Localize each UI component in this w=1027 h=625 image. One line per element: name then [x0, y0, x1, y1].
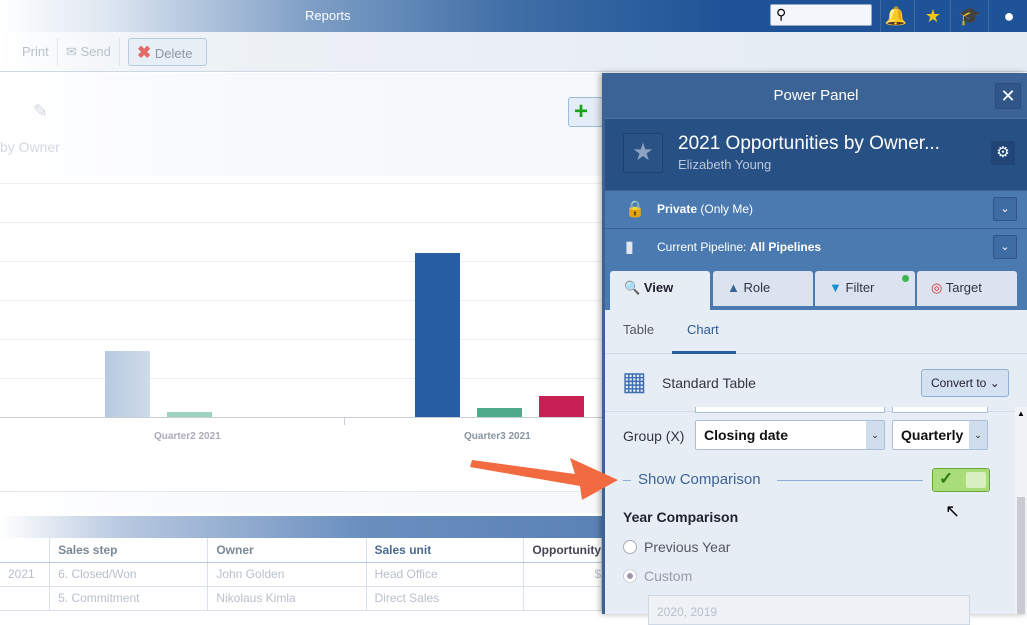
- tab-filter[interactable]: ▼ Filter: [815, 271, 915, 306]
- filter-active-dot: [902, 275, 909, 282]
- send-button[interactable]: ✉ Send: [58, 38, 120, 66]
- subtabs: Table Chart: [605, 310, 1027, 354]
- panel-tabs: 🔍 View ▲ Role ▼ Filter ◎ Target: [605, 266, 1027, 310]
- custom-years-select[interactable]: 2020, 2019: [648, 595, 970, 625]
- search-input[interactable]: ⚲: [770, 4, 872, 26]
- graduation-cap-icon[interactable]: 🎓: [958, 6, 982, 26]
- delete-icon: ✖: [137, 43, 152, 62]
- chevron-down-icon: ⌄: [969, 421, 987, 449]
- radio-previous-year-label: Previous Year: [644, 539, 731, 555]
- subtab-table[interactable]: Table: [623, 322, 655, 337]
- bell-icon[interactable]: 🔔: [884, 6, 908, 26]
- panel-scrollbar[interactable]: ▲: [1015, 407, 1027, 614]
- tab-view[interactable]: 🔍 View: [610, 271, 710, 310]
- group-field-select[interactable]: Closing date ⌄: [695, 420, 885, 450]
- gear-icon[interactable]: ⚙: [991, 141, 1015, 165]
- table-header-band: [0, 516, 602, 538]
- group-label: Group (X): [623, 428, 685, 444]
- checkmark-icon: ✓: [939, 469, 954, 488]
- filter-icon: ▼: [829, 280, 842, 295]
- chevron-down-icon[interactable]: ⌄: [993, 197, 1017, 221]
- tab-target[interactable]: ◎ Target: [917, 271, 1017, 306]
- delete-button[interactable]: ✖ Delete: [128, 38, 207, 66]
- star-icon[interactable]: ★: [924, 6, 942, 26]
- bar[interactable]: [539, 395, 584, 417]
- chevron-down-icon: ⌄: [866, 421, 884, 449]
- table-row[interactable]: 2021 6. Closed/Won John Golden Head Office $: [0, 562, 602, 587]
- panel-header: Power Panel ✕: [605, 73, 1027, 118]
- view-icon: 🔍: [624, 280, 641, 295]
- chart-type-label: Standard Table: [662, 375, 756, 391]
- radio-previous-year[interactable]: [623, 540, 637, 554]
- column-header[interactable]: Owner: [207, 538, 367, 563]
- gridline: [0, 378, 602, 379]
- x-tick-label: Quarter3 2021: [464, 431, 531, 442]
- group-period-select[interactable]: Quarterly ⌄: [892, 420, 988, 450]
- user-icon[interactable]: ●: [1003, 6, 1015, 26]
- gridline: [0, 300, 602, 301]
- role-icon: ▲: [727, 280, 740, 295]
- pipeline-row[interactable]: ▮ Current Pipeline: All Pipelines ⌄: [605, 228, 1027, 266]
- chart-type-row: ▦ Standard Table Convert to ⌄: [605, 354, 1027, 412]
- print-button[interactable]: Print: [0, 38, 58, 66]
- table-row[interactable]: 5. Commitment Nikolaus Kimla Direct Sales: [0, 586, 602, 611]
- privacy-row[interactable]: 🔒 Private (Only Me) ⌄: [605, 190, 1027, 228]
- close-button[interactable]: ✕: [995, 83, 1021, 109]
- plus-icon: +: [574, 98, 589, 125]
- x-tick-label: Quarter2 2021: [154, 431, 221, 442]
- bar[interactable]: [477, 408, 522, 417]
- close-icon: ✕: [1000, 86, 1016, 106]
- year-comparison-heading: Year Comparison: [623, 509, 739, 525]
- report-subtitle: by Owner: [0, 139, 60, 155]
- convert-to-button[interactable]: Convert to ⌄: [921, 369, 1009, 397]
- top-bar: Reports ⚲ 🔔 ★ 🎓 ●: [0, 0, 1027, 32]
- subtab-chart[interactable]: Chart: [687, 322, 719, 337]
- chevron-down-icon[interactable]: ⌄: [993, 235, 1017, 259]
- target-icon: ◎: [931, 280, 943, 295]
- report-title: 2021 Opportunities by Owner...: [678, 133, 940, 154]
- tab-role[interactable]: ▲ Role: [713, 271, 813, 306]
- bar[interactable]: [167, 411, 212, 417]
- column-header[interactable]: Sales step: [49, 538, 209, 563]
- gridline: [0, 222, 602, 223]
- gridline: [0, 339, 602, 340]
- column-header[interactable]: Sales unit: [366, 538, 525, 563]
- search-icon: ⚲: [776, 6, 787, 22]
- favorite-star-icon[interactable]: ★: [623, 133, 663, 173]
- bar[interactable]: [415, 253, 460, 417]
- show-comparison-toggle[interactable]: ✓: [932, 468, 990, 492]
- table-grid-icon: ▦: [622, 366, 647, 396]
- column-header[interactable]: Opportunity: [523, 538, 602, 563]
- edit-settings-icon[interactable]: ✎: [33, 101, 49, 121]
- bar[interactable]: [105, 350, 150, 417]
- toolbar: Print ✉ Send ✖ Delete: [0, 32, 1027, 72]
- data-table: Sales step Owner Sales unit Opportunity …: [0, 538, 602, 611]
- lock-icon: 🔒: [625, 201, 645, 218]
- radio-custom[interactable]: [623, 569, 637, 583]
- table-header-row: Sales step Owner Sales unit Opportunity: [0, 538, 602, 563]
- mouse-cursor-icon: ↖: [945, 501, 961, 521]
- show-comparison-label: Show Comparison: [638, 471, 761, 488]
- power-panel: Power Panel ✕ ★ 2021 Opportunities by Ow…: [602, 73, 1027, 625]
- pipeline-icon: ▮: [625, 239, 634, 256]
- report-owner: Elizabeth Young: [678, 157, 772, 172]
- panel-title: Power Panel: [773, 87, 859, 104]
- bar-chart: Quarter2 2021 Quarter3 2021: [0, 176, 602, 492]
- envelope-icon: ✉: [66, 44, 81, 59]
- radio-custom-label: Custom: [644, 568, 693, 584]
- app-title: Reports: [305, 8, 351, 23]
- gridline: [0, 183, 602, 184]
- annotation-arrow: [470, 458, 618, 500]
- gridline: [0, 261, 602, 262]
- report-info: ★ 2021 Opportunities by Owner... Elizabe…: [605, 118, 1027, 190]
